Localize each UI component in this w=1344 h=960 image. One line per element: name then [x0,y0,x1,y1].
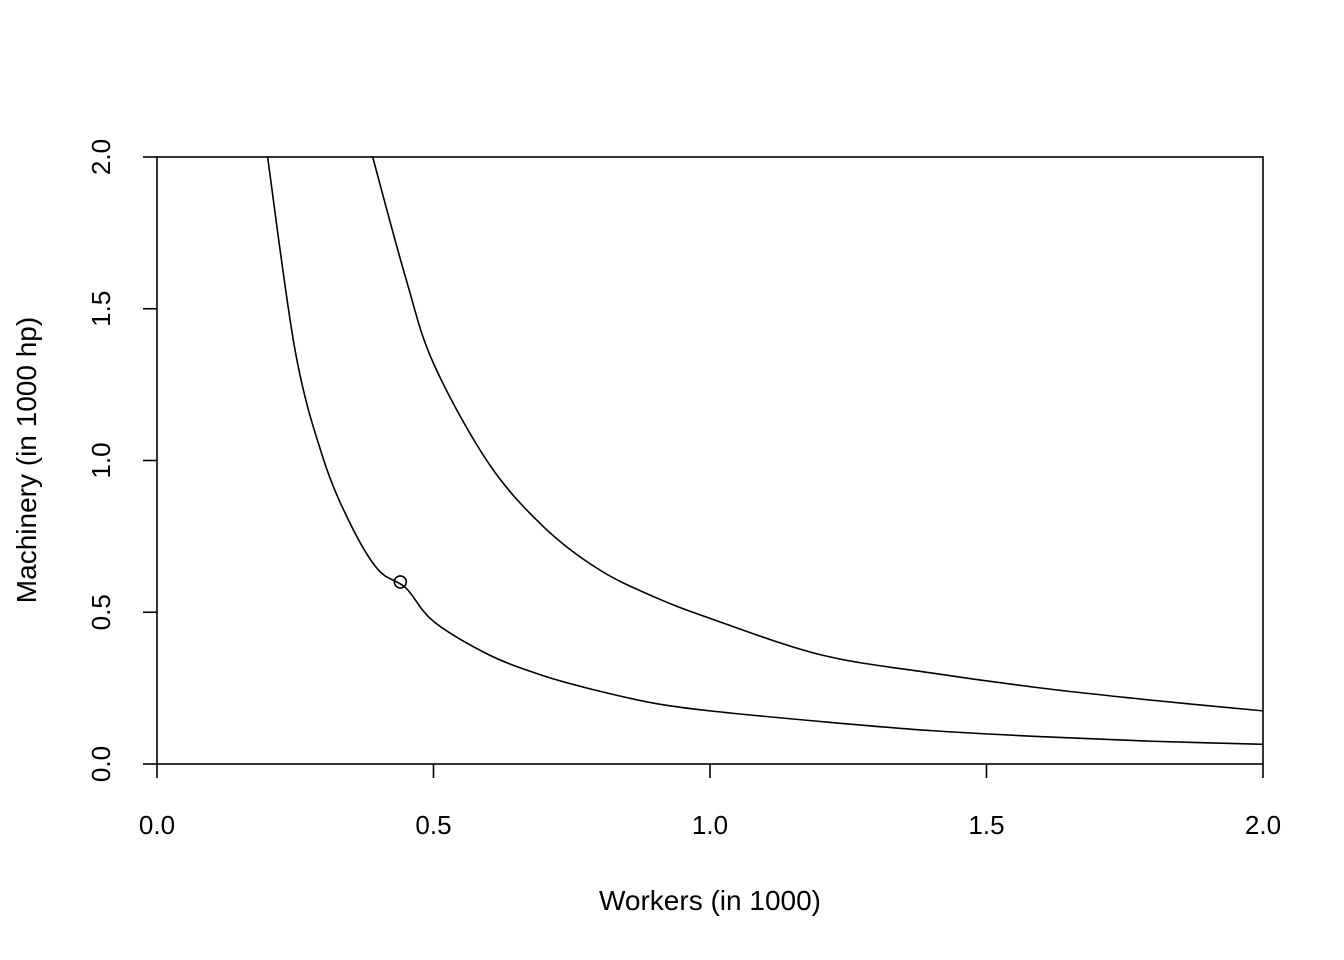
y-axis-label: Machinery (in 1000 hp) [11,317,42,603]
y-tick-label: 1.5 [86,291,116,327]
x-tick-label: 1.5 [968,810,1004,840]
y-tick-label: 1.0 [86,442,116,478]
x-axis-label: Workers (in 1000) [599,885,821,916]
x-tick-label: 0.5 [415,810,451,840]
x-tick-label: 0.0 [139,810,175,840]
x-axis: 0.0 0.5 1.0 1.5 2.0 [139,764,1281,840]
x-tick-label: 2.0 [1245,810,1281,840]
plot-frame [156,156,1264,765]
y-tick-label: 0.0 [86,746,116,782]
y-axis: 0.0 0.5 1.0 1.5 2.0 [86,139,157,782]
series-line-1 [266,156,1264,746]
series-layer [266,156,1264,746]
y-tick-label: 0.5 [86,594,116,630]
data-point-1 [393,575,408,589]
point-layer [393,575,408,589]
x-tick-label: 1.0 [692,810,728,840]
series-line-2 [371,156,1264,712]
y-tick-label: 2.0 [86,139,116,175]
